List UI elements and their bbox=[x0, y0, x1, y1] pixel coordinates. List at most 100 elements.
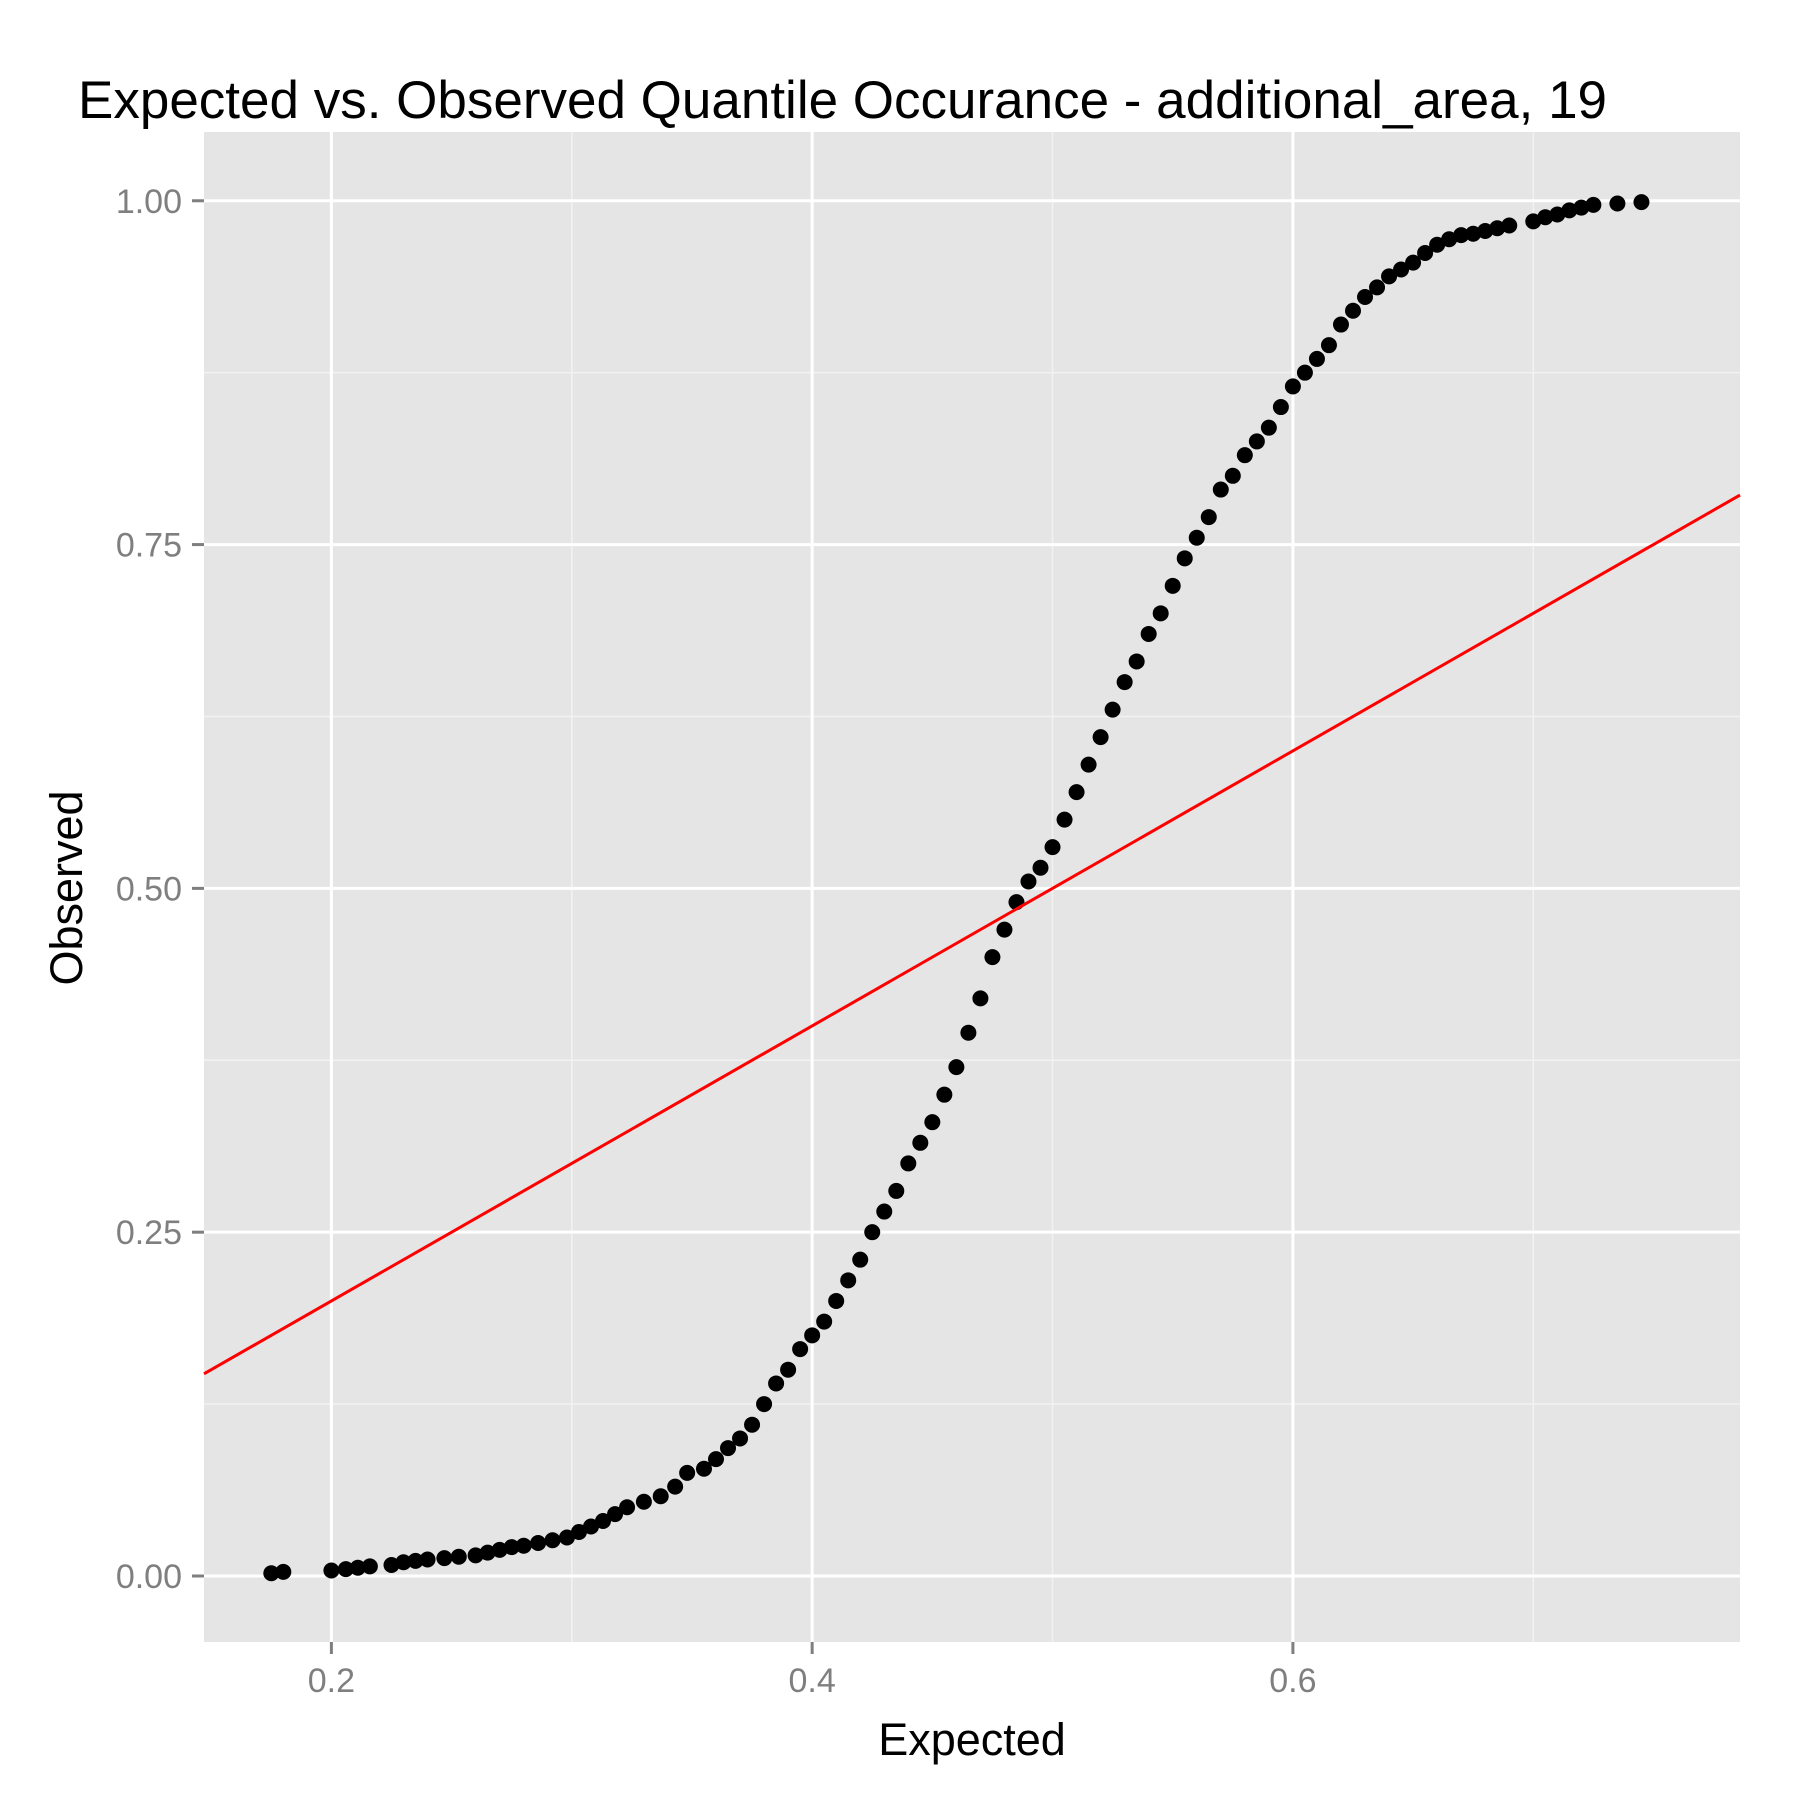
data-point bbox=[1176, 550, 1193, 567]
data-point bbox=[924, 1114, 941, 1131]
data-point bbox=[1465, 225, 1482, 242]
data-point bbox=[1405, 254, 1422, 271]
data-point bbox=[1525, 213, 1542, 230]
data-point bbox=[984, 949, 1001, 966]
data-point bbox=[1032, 859, 1049, 876]
x-tick-label: 0.6 bbox=[1269, 1662, 1316, 1700]
y-tick-labels: 0.00 0.25 0.50 0.75 1.00 bbox=[116, 183, 182, 1596]
data-point bbox=[1381, 268, 1398, 285]
data-point bbox=[744, 1416, 761, 1433]
data-point bbox=[1260, 419, 1277, 436]
major-gridlines bbox=[204, 132, 1740, 1642]
data-point bbox=[1429, 236, 1446, 253]
data-point bbox=[1224, 467, 1241, 484]
data-point bbox=[1633, 194, 1650, 211]
data-point bbox=[383, 1556, 400, 1573]
data-point bbox=[948, 1059, 965, 1076]
data-point bbox=[876, 1203, 893, 1220]
data-point bbox=[275, 1563, 292, 1580]
data-point bbox=[679, 1464, 696, 1481]
data-point bbox=[1152, 605, 1169, 622]
data-point bbox=[619, 1499, 636, 1516]
y-tick-label: 0.25 bbox=[116, 1214, 182, 1252]
data-point bbox=[1537, 209, 1554, 226]
data-point bbox=[708, 1451, 724, 1468]
data-point bbox=[1200, 509, 1217, 526]
reference-line-group bbox=[203, 493, 1741, 1376]
data-point bbox=[595, 1512, 612, 1529]
data-point bbox=[816, 1313, 833, 1330]
data-point bbox=[503, 1539, 520, 1556]
data-point bbox=[756, 1396, 773, 1413]
data-point bbox=[395, 1554, 412, 1571]
data-point bbox=[1272, 399, 1289, 416]
data-point bbox=[361, 1558, 378, 1575]
data-point bbox=[972, 990, 989, 1007]
data-point bbox=[960, 1024, 977, 1041]
data-point bbox=[1477, 223, 1494, 240]
data-point bbox=[888, 1182, 905, 1199]
data-point bbox=[583, 1518, 600, 1535]
y-tick-label: 0.00 bbox=[116, 1558, 182, 1596]
data-point bbox=[1561, 202, 1578, 219]
data-point bbox=[732, 1430, 749, 1447]
data-point bbox=[840, 1272, 857, 1289]
reference-line bbox=[203, 493, 1741, 1376]
data-point bbox=[544, 1532, 561, 1549]
data-point bbox=[828, 1292, 845, 1309]
x-tick-labels: 0.2 0.4 0.6 bbox=[308, 1662, 1317, 1700]
data-point bbox=[768, 1375, 785, 1392]
data-point bbox=[558, 1529, 575, 1546]
data-point bbox=[1140, 625, 1157, 642]
data-point bbox=[1164, 577, 1181, 594]
data-point bbox=[1585, 196, 1602, 213]
data-point bbox=[912, 1134, 929, 1151]
data-point bbox=[852, 1251, 869, 1268]
data-point bbox=[1369, 279, 1386, 296]
chart-title: Expected vs. Observed Quantile Occurance… bbox=[78, 71, 1607, 130]
data-point bbox=[1501, 217, 1518, 234]
data-point bbox=[407, 1552, 424, 1569]
data-point bbox=[419, 1551, 436, 1568]
data-point bbox=[1068, 784, 1085, 801]
data-point bbox=[1489, 220, 1506, 237]
data-point bbox=[349, 1559, 366, 1576]
data-point bbox=[1236, 447, 1253, 464]
data-point bbox=[467, 1547, 484, 1564]
data-point bbox=[1308, 350, 1325, 367]
data-point bbox=[780, 1361, 797, 1378]
data-point bbox=[1332, 316, 1349, 333]
data-point bbox=[491, 1541, 508, 1558]
data-point bbox=[1284, 378, 1301, 395]
data-point bbox=[1044, 839, 1061, 856]
x-tick-label: 0.2 bbox=[308, 1662, 355, 1700]
data-point bbox=[515, 1537, 532, 1554]
data-point bbox=[1248, 433, 1265, 450]
data-point bbox=[1320, 337, 1337, 354]
data-point bbox=[996, 921, 1013, 938]
data-point bbox=[323, 1562, 340, 1579]
data-point bbox=[864, 1224, 881, 1241]
y-tick-label: 1.00 bbox=[116, 183, 182, 221]
data-point bbox=[1453, 227, 1470, 244]
data-point bbox=[792, 1341, 809, 1358]
data-point bbox=[1441, 231, 1458, 248]
data-point bbox=[1116, 674, 1133, 691]
data-point bbox=[1056, 811, 1073, 828]
data-point bbox=[804, 1327, 821, 1344]
data-point bbox=[1212, 481, 1229, 498]
data-point bbox=[695, 1460, 712, 1477]
data-point bbox=[530, 1534, 547, 1551]
data-point bbox=[1188, 529, 1205, 546]
data-point bbox=[1296, 364, 1313, 381]
data-point bbox=[337, 1561, 354, 1578]
data-point bbox=[1393, 261, 1410, 278]
data-point bbox=[1549, 206, 1566, 223]
data-point bbox=[1357, 289, 1374, 306]
data-point bbox=[720, 1440, 737, 1457]
data-point bbox=[570, 1523, 587, 1540]
data-point bbox=[1020, 873, 1037, 890]
data-point bbox=[1609, 195, 1626, 212]
data-point bbox=[1417, 245, 1434, 262]
data-point bbox=[607, 1506, 624, 1523]
